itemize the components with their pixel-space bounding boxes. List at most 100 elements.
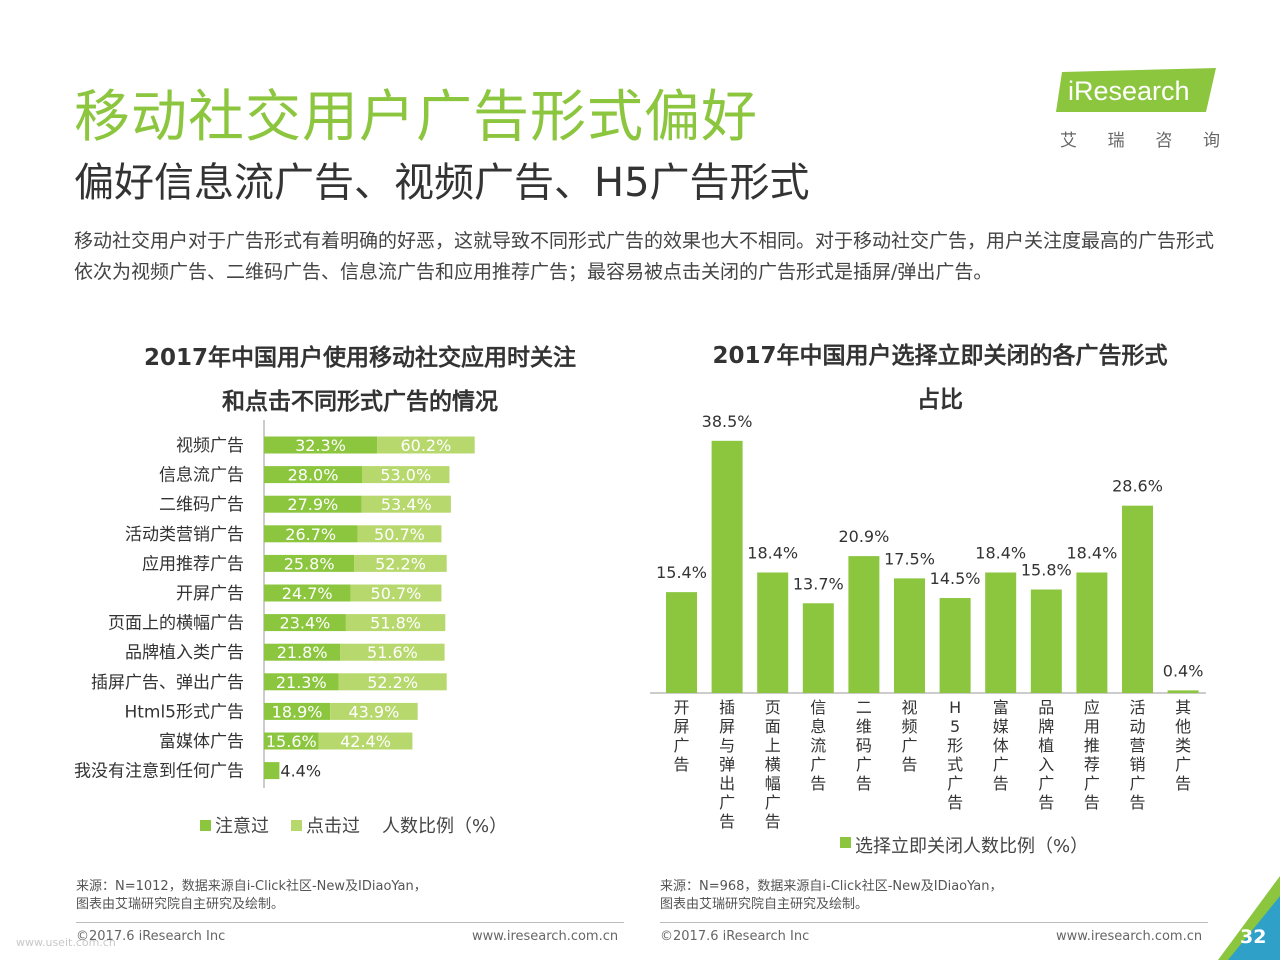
left-website-link[interactable]: www.iresearch.com.cn xyxy=(472,929,619,944)
bar-close xyxy=(848,556,880,693)
category-label-char: 插 xyxy=(719,698,735,717)
value-label: 17.5% xyxy=(884,549,935,568)
value-label-noticed: 28.0% xyxy=(288,466,339,485)
category-label-char: 弹 xyxy=(719,755,735,774)
category-label-char: 广 xyxy=(765,793,781,812)
legend-label-noticed: 注意过 xyxy=(215,816,269,837)
logo-badge-shape xyxy=(1056,68,1216,112)
legend-label-clicked: 点击过 xyxy=(306,816,360,837)
value-label-clicked: 51.6% xyxy=(367,643,418,662)
left-bar-chart: 视频广告 32.3% 60.2% 信息流广告 28.0% 53.0% 二维码广告 27.9% 5… xyxy=(74,420,475,788)
category-label-char: 广 xyxy=(1038,774,1054,793)
category-label-char: 告 xyxy=(993,774,1009,793)
category-label: Html5形式广告 xyxy=(124,702,244,722)
category-label: 二维码广告 xyxy=(856,698,872,793)
bar-clicked xyxy=(338,673,447,691)
right-chart-title: 2017年中国用户选择立即关闭的各广告形式 占比 xyxy=(660,334,1220,422)
watermark: www.useit.com.cn xyxy=(16,936,116,949)
category-label-char: 屏 xyxy=(719,717,735,736)
bar-close xyxy=(985,572,1017,693)
category-label-char: 告 xyxy=(1129,793,1145,812)
legend-item-noticed: 注意过 xyxy=(200,812,269,838)
bar-close xyxy=(802,603,834,693)
category-label-char: 营 xyxy=(1129,736,1145,755)
value-label-clicked: 50.7% xyxy=(374,525,425,544)
bar-noticed xyxy=(264,614,346,632)
category-label-char: 体 xyxy=(993,736,1009,755)
logo-cn-char: 询 xyxy=(1202,131,1220,151)
category-label-char: 流 xyxy=(810,736,826,755)
bar-close xyxy=(666,592,697,693)
category-label-char: 广 xyxy=(719,793,735,812)
bar-clicked xyxy=(345,614,446,632)
category-label: 页面上的横幅广告 xyxy=(108,614,244,634)
left-copyright: ©2017.6 iResearch Inc xyxy=(76,929,226,944)
value-label: 15.4% xyxy=(656,563,707,582)
category-label-char: 他 xyxy=(1175,717,1191,736)
value-label-noticed: 27.9% xyxy=(287,495,338,514)
category-label-char: 屏 xyxy=(673,717,689,736)
left-source-line1: 来源：N=1012，数据来源自i-Click社区-New及IDiaoYan， xyxy=(76,879,427,894)
category-label-char: 告 xyxy=(1084,793,1100,812)
category-label-char: 广 xyxy=(1175,755,1191,774)
value-label-noticed: 4.4% xyxy=(280,762,321,781)
category-label-char: 维 xyxy=(856,717,872,736)
bar-clicked xyxy=(340,643,445,661)
bar-clicked xyxy=(350,584,442,602)
value-label: 13.7% xyxy=(793,574,844,593)
left-chart-title-line1: 2017年中国用户使用移动社交应用时关注 xyxy=(143,345,576,371)
category-label: 开屏广告 xyxy=(673,698,689,774)
category-label-char: 广 xyxy=(947,774,963,793)
category-label-char: 活 xyxy=(1129,698,1145,717)
bar-close xyxy=(1167,690,1199,693)
category-label-char: 告 xyxy=(810,774,826,793)
category-label-char: 告 xyxy=(856,774,872,793)
category-label-char: 销 xyxy=(1129,755,1145,774)
bar-close xyxy=(1076,572,1108,693)
category-label-char: 植 xyxy=(1038,736,1054,755)
right-source-note: 来源：N=968，数据来源自i-Click社区-New及IDiaoYan， 图表… xyxy=(660,878,1003,914)
legend-swatch-close xyxy=(840,837,851,848)
category-label-char: 信 xyxy=(810,698,826,717)
right-chart-title-line1: 2017年中国用户选择立即关闭的各广告形式 xyxy=(712,343,1168,369)
bar-close xyxy=(1122,505,1153,693)
category-label-char: 推 xyxy=(1084,736,1100,755)
bar-noticed xyxy=(264,702,331,720)
value-label: 18.4% xyxy=(747,543,798,562)
category-label-char: 幅 xyxy=(765,774,781,793)
value-label-noticed: 26.7% xyxy=(285,525,336,544)
category-label: 富媒体广告 xyxy=(993,698,1009,793)
bar-noticed xyxy=(264,525,358,543)
iresearch-logo: iResearch 艾 瑞 咨 询 xyxy=(1056,68,1226,151)
value-label: 18.4% xyxy=(975,543,1026,562)
category-label-char: 5 xyxy=(950,717,960,736)
bar-clicked xyxy=(354,554,447,572)
category-label: 视频广告 xyxy=(901,698,917,774)
value-label-noticed: 24.7% xyxy=(282,584,333,603)
category-label-char: 频 xyxy=(901,717,917,736)
left-chart-title: 2017年中国用户使用移动社交应用时关注 和点击不同形式广告的情况 xyxy=(100,336,620,424)
value-label: 14.5% xyxy=(930,569,981,588)
category-label-char: 告 xyxy=(1175,774,1191,793)
category-label: 页面上横幅广告 xyxy=(765,698,781,830)
value-label: 15.8% xyxy=(1021,561,1072,580)
bar-noticed xyxy=(264,732,319,750)
category-label-char: 入 xyxy=(1038,755,1054,774)
value-label-noticed: 15.6% xyxy=(266,732,317,751)
category-label: 信息流广告 xyxy=(810,698,826,793)
category-label: H 5 形式广告 xyxy=(947,698,963,812)
legend-swatch-noticed xyxy=(200,819,211,831)
right-website-link[interactable]: www.iresearch.com.cn xyxy=(1056,929,1203,944)
right-source-line2: 图表由艾瑞研究院自主研究及绘制。 xyxy=(660,897,869,912)
category-label-char: 告 xyxy=(719,812,735,830)
value-label: 28.6% xyxy=(1112,477,1163,496)
bar-noticed xyxy=(264,762,280,780)
category-label: 活动营销广告 xyxy=(1129,698,1145,812)
value-label: 0.4% xyxy=(1163,661,1204,680)
category-label-char: 告 xyxy=(673,755,689,774)
value-label-noticed: 25.8% xyxy=(284,554,335,573)
bar-noticed xyxy=(264,643,341,661)
left-chart-title-line2: 和点击不同形式广告的情况 xyxy=(222,389,498,415)
category-label: 品牌植入类广告 xyxy=(125,643,244,663)
left-footer-divider xyxy=(76,922,624,923)
